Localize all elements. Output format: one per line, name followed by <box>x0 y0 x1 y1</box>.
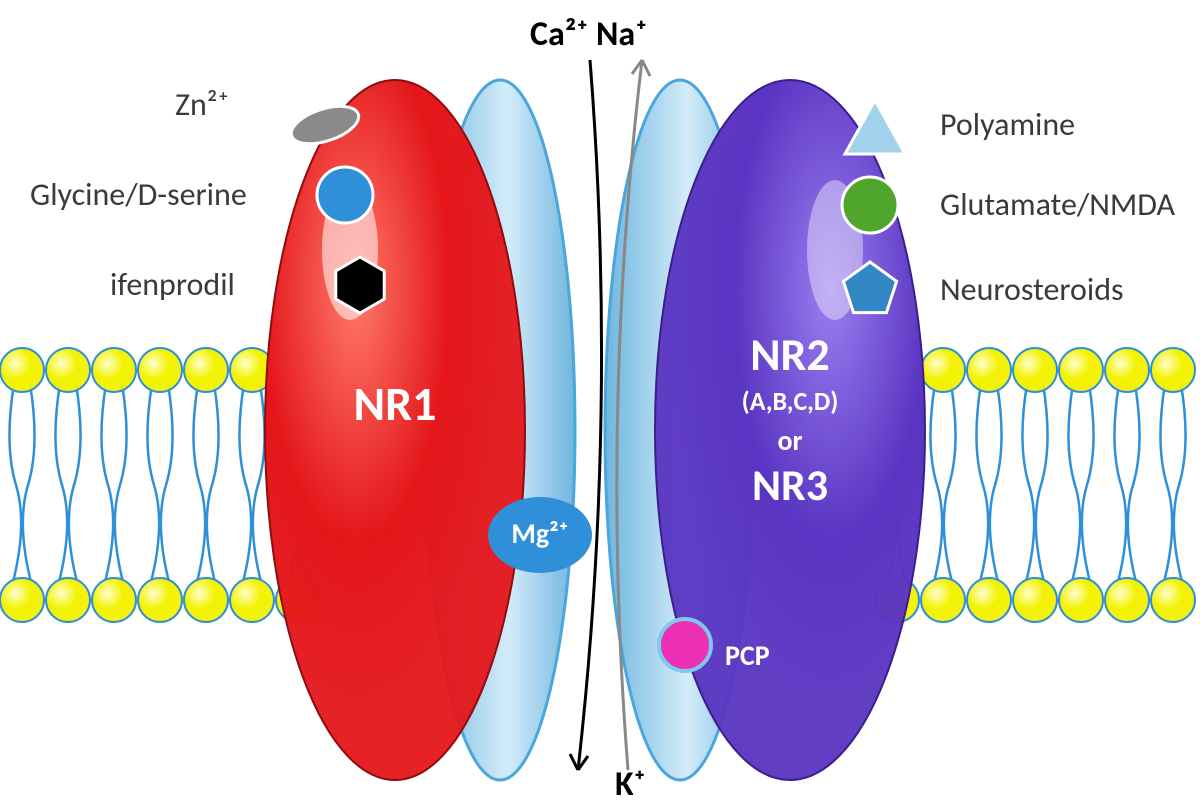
lipid-head <box>1151 348 1195 392</box>
lipid-tail <box>1160 384 1172 586</box>
lipid-head <box>46 348 90 392</box>
mg-label: Mg²⁺ <box>511 516 568 551</box>
lipid-head <box>921 578 965 622</box>
lipid-tail <box>193 384 205 586</box>
pcp-label: PCP <box>725 638 770 673</box>
lipid-tail <box>161 384 173 586</box>
lipid-tail <box>147 384 159 586</box>
ifenprodil-site-icon <box>336 257 384 313</box>
lipid-tail <box>23 384 35 586</box>
nr2-label-3: or <box>777 423 802 458</box>
lipid-tail <box>1036 384 1048 586</box>
neurosteroids-label: Neurosteroids <box>940 270 1124 309</box>
lipid-tail <box>9 384 21 586</box>
lipid-head <box>1059 348 1103 392</box>
polyamine-label: Polyamine <box>940 105 1075 144</box>
lipid-head <box>0 578 44 622</box>
lipid-tail <box>69 384 81 586</box>
lipid-head <box>1013 578 1057 622</box>
glycine-label: Glycine/D-serine <box>30 175 247 214</box>
lipid-head <box>1105 348 1149 392</box>
lipid-head <box>921 348 965 392</box>
ifenprodil-label: ifenprodil <box>110 265 235 304</box>
lipid-tail <box>1128 384 1140 586</box>
lipid-head <box>184 348 228 392</box>
lipid-head <box>138 348 182 392</box>
zn-label: Zn²⁺ <box>175 85 229 124</box>
lipid-head <box>184 578 228 622</box>
nr2-label-1: NR2 <box>750 327 830 383</box>
lipid-head <box>92 578 136 622</box>
lipid-tail <box>930 384 942 586</box>
lipid-head <box>92 348 136 392</box>
lipid-tail <box>207 384 219 586</box>
ion-arrow-in <box>578 60 602 770</box>
lipid-tail <box>253 384 265 586</box>
glycine-site-icon <box>317 167 373 223</box>
lipid-tail <box>115 384 127 586</box>
lipid-tail <box>990 384 1002 586</box>
lipid-head <box>0 348 44 392</box>
glutamate-label: Glutamate/NMDA <box>940 185 1175 224</box>
lipid-tail <box>101 384 113 586</box>
lipid-tail <box>1068 384 1080 586</box>
nr2-label-2: (A,B,C,D) <box>742 385 839 417</box>
lipid-head <box>1013 348 1057 392</box>
ions-out-label: K⁺ <box>615 764 646 800</box>
lipid-head <box>230 578 274 622</box>
lipid-head <box>1059 578 1103 622</box>
lipid-tail <box>1082 384 1094 586</box>
pcp-site-icon <box>659 619 711 671</box>
lipid-tail <box>976 384 988 586</box>
ions-in-label: Ca²⁺ Na⁺ <box>530 14 647 55</box>
lipid-tail <box>55 384 67 586</box>
lipid-head <box>1105 578 1149 622</box>
lipid-head <box>46 578 90 622</box>
lipid-tail <box>1114 384 1126 586</box>
lipid-tail <box>1022 384 1034 586</box>
glutamate-site-icon <box>842 177 898 233</box>
lipid-head <box>138 578 182 622</box>
lipid-head <box>967 578 1011 622</box>
lipid-head <box>1151 578 1195 622</box>
lipid-head <box>967 348 1011 392</box>
nr2-label-4: NR3 <box>752 458 828 512</box>
lipid-tail <box>239 384 251 586</box>
nr1-label: NR1 <box>354 374 437 433</box>
lipid-tail <box>1174 384 1186 586</box>
lipid-tail <box>944 384 956 586</box>
